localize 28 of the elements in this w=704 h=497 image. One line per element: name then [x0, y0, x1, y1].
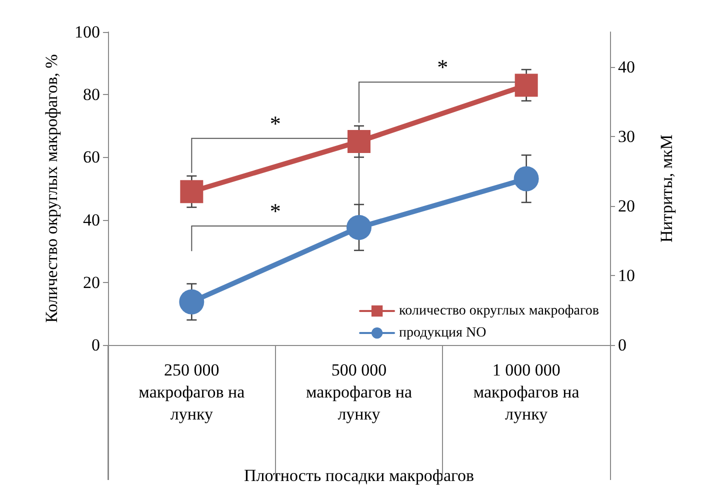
- point: [514, 74, 538, 97]
- point: [346, 214, 372, 240]
- point: [514, 166, 539, 192]
- x-tick-label: 500 000 макрофагов на лунку: [306, 360, 412, 424]
- y2-tick-label: 0: [618, 336, 626, 354]
- y-tick-label: 60: [83, 148, 100, 167]
- x-tick-label: 1 000 000 макрофагов на лунку: [473, 360, 580, 424]
- y-axis-title: Количество округлых макрофагов, %: [42, 54, 61, 323]
- legend-label: количество округлых макрофагов: [399, 304, 600, 318]
- y-tick-label: 100: [74, 22, 100, 42]
- y-tick-label: 20: [83, 272, 100, 292]
- point: [179, 289, 204, 314]
- y-tick-label: 0: [92, 336, 100, 354]
- y-tick-label: 80: [83, 85, 100, 104]
- y2-tick-label: 10: [618, 266, 635, 285]
- annotation: *: [270, 110, 281, 136]
- y-tick-label: 40: [83, 210, 100, 230]
- point: [348, 130, 370, 154]
- point: [180, 180, 204, 204]
- x-tick-label: 250 000 макрофагов на лунку: [138, 360, 246, 424]
- legend-label: продукция NO: [399, 326, 486, 340]
- annotation: *: [437, 54, 448, 80]
- annotation: *: [270, 198, 281, 224]
- y2-tick-label: 20: [618, 196, 635, 216]
- y2-tick-label: 40: [618, 57, 635, 76]
- x-axis-title: Плотность посадки макрофагов: [244, 466, 474, 485]
- y2-tick-label: 30: [618, 126, 635, 146]
- y2-axis-title: Нитриты, мкМ: [657, 134, 676, 243]
